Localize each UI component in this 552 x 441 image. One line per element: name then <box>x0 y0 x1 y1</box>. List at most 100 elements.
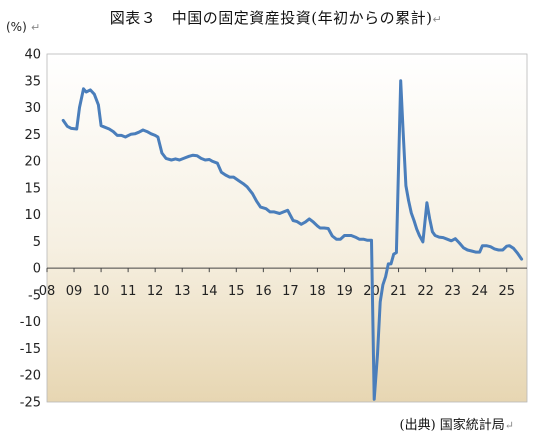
data-point <box>85 90 88 94</box>
data-point <box>232 175 235 179</box>
data-point <box>291 219 295 222</box>
data-point <box>300 223 303 226</box>
data-point <box>425 201 429 204</box>
data-point <box>183 156 187 160</box>
data-point <box>278 212 281 215</box>
data-point <box>255 200 258 203</box>
data-point <box>216 162 219 165</box>
data-point <box>362 238 365 241</box>
data-point <box>442 236 445 239</box>
data-point <box>354 235 357 239</box>
data-point <box>210 159 214 163</box>
data-point <box>129 133 132 136</box>
data-point <box>228 175 231 179</box>
data-point <box>259 205 262 209</box>
data-point <box>401 129 405 133</box>
data-point <box>376 353 379 356</box>
y-tick-label: 5 <box>33 235 41 250</box>
data-point <box>245 185 249 188</box>
data-point <box>316 224 319 228</box>
y-tick-label: 40 <box>24 48 41 63</box>
data-point <box>415 227 418 231</box>
x-tick-label: 14 <box>201 284 218 299</box>
y-tick-label: 20 <box>24 155 41 170</box>
plot-area <box>46 53 528 403</box>
x-tick-label: 08 <box>39 284 56 299</box>
data-point <box>343 234 346 237</box>
data-point <box>335 238 338 241</box>
data-point <box>433 234 437 237</box>
x-tick-label: 15 <box>228 284 245 299</box>
data-point <box>164 157 168 160</box>
data-point <box>392 253 395 256</box>
data-point <box>458 241 461 245</box>
x-tick-label: 16 <box>255 284 272 299</box>
y-tick-label: 30 <box>24 101 41 116</box>
y-tick-label: -5 <box>28 288 41 303</box>
data-point <box>273 210 276 214</box>
data-point <box>437 235 441 239</box>
data-point <box>195 154 199 157</box>
data-point <box>112 130 115 133</box>
x-tick-label: 18 <box>309 284 326 299</box>
source-text: (出典) 国家統計局 <box>399 418 505 433</box>
data-point <box>133 132 137 135</box>
data-point <box>99 124 103 127</box>
x-tick-label: 23 <box>444 284 461 299</box>
data-point <box>160 151 164 155</box>
data-point <box>204 158 207 162</box>
data-point <box>145 130 149 133</box>
data-point <box>446 238 449 241</box>
data-point <box>431 230 434 233</box>
data-point <box>327 227 330 230</box>
data-point <box>93 93 96 96</box>
data-point <box>187 155 191 158</box>
y-tick-label: 0 <box>33 262 41 277</box>
data-point <box>62 119 65 122</box>
data-point <box>373 398 376 401</box>
data-point <box>381 283 385 286</box>
data-point <box>387 262 390 266</box>
y-unit-label: (%) <box>6 20 27 34</box>
data-point <box>120 134 123 137</box>
data-point <box>384 275 387 278</box>
data-point <box>70 127 73 130</box>
x-tick-label: 09 <box>66 284 83 299</box>
chart-title: 図表３ 中国の固定資産投資(年初からの累計)↵ <box>0 7 552 28</box>
data-point <box>89 88 92 92</box>
data-point <box>485 244 488 247</box>
unit-paragraph-mark: ↵ <box>31 21 40 34</box>
x-tick-label: 13 <box>174 284 191 299</box>
data-point <box>149 132 153 135</box>
data-point <box>474 250 477 254</box>
x-tick-label: 17 <box>282 284 299 299</box>
x-tick-label: 25 <box>498 284 515 299</box>
data-point <box>389 262 393 266</box>
data-point <box>282 210 285 214</box>
data-point <box>404 184 408 187</box>
data-point <box>370 239 373 242</box>
data-point <box>412 219 416 222</box>
source-note: (出典) 国家統計局↵ <box>400 414 515 433</box>
data-point <box>97 103 100 107</box>
data-point <box>505 245 508 248</box>
data-point <box>454 237 457 240</box>
data-point <box>116 134 119 137</box>
data-point <box>82 87 85 91</box>
data-point <box>410 211 413 215</box>
x-tick-label: 19 <box>336 284 353 299</box>
data-point <box>366 239 369 242</box>
data-point <box>264 207 268 210</box>
data-point <box>481 244 484 247</box>
data-point <box>208 158 211 161</box>
data-point <box>124 135 127 139</box>
data-point <box>497 248 500 252</box>
data-point <box>508 244 511 247</box>
data-point <box>241 182 245 185</box>
data-point <box>66 125 69 128</box>
data-point <box>312 220 315 224</box>
data-point <box>108 127 111 131</box>
data-point <box>493 247 496 251</box>
x-tick-label: 10 <box>93 284 110 299</box>
